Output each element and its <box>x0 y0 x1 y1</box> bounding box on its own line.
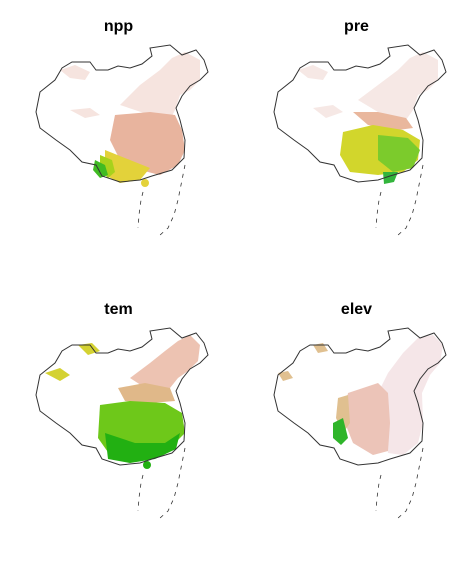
south-region <box>105 150 150 183</box>
panel-title: tem <box>104 301 133 318</box>
hainan-island <box>143 461 151 469</box>
hainan-island <box>141 179 149 187</box>
east-lowland-region <box>378 335 443 455</box>
map-raster <box>298 52 438 184</box>
west-patches <box>60 65 100 118</box>
china-boundary <box>35 44 209 183</box>
china-boundary <box>273 327 447 466</box>
southeast-wet-region <box>378 135 420 172</box>
central-region <box>353 112 413 130</box>
map-panel-pre: pre <box>238 0 475 282</box>
map-raster <box>60 52 200 187</box>
panel-title: pre <box>344 18 369 35</box>
north-central-region <box>118 383 175 403</box>
north-low-region <box>358 52 438 120</box>
china-map-npp <box>35 44 209 236</box>
china-map-elev <box>273 327 447 519</box>
map-panel-tem: tem <box>0 283 237 565</box>
map-raster <box>45 335 200 469</box>
north-cool-region <box>130 335 200 391</box>
dash-line-boundary <box>137 164 186 236</box>
central-hills-region <box>343 383 390 455</box>
panel-title: elev <box>340 301 373 318</box>
southwest-plateau-edge <box>333 418 348 445</box>
china-boundary <box>35 327 209 466</box>
far-south-region <box>93 160 108 178</box>
dash-line-boundary <box>375 447 424 519</box>
china-boundary <box>273 44 447 183</box>
south-hot-region <box>105 433 180 463</box>
dash-line-boundary <box>375 164 424 236</box>
panel-title: npp <box>103 18 134 35</box>
map-raster <box>278 335 443 455</box>
east-central-region <box>110 112 185 175</box>
dash-line-boundary <box>137 447 186 519</box>
map-panel-npp: npp <box>0 0 237 282</box>
west-patches <box>45 343 100 381</box>
west-patches <box>298 65 343 118</box>
north-low-region <box>120 52 200 120</box>
china-map-pre <box>273 44 447 236</box>
west-patches <box>278 343 328 381</box>
china-map-tem <box>35 327 209 519</box>
map-panel-elev: elev <box>238 283 475 565</box>
